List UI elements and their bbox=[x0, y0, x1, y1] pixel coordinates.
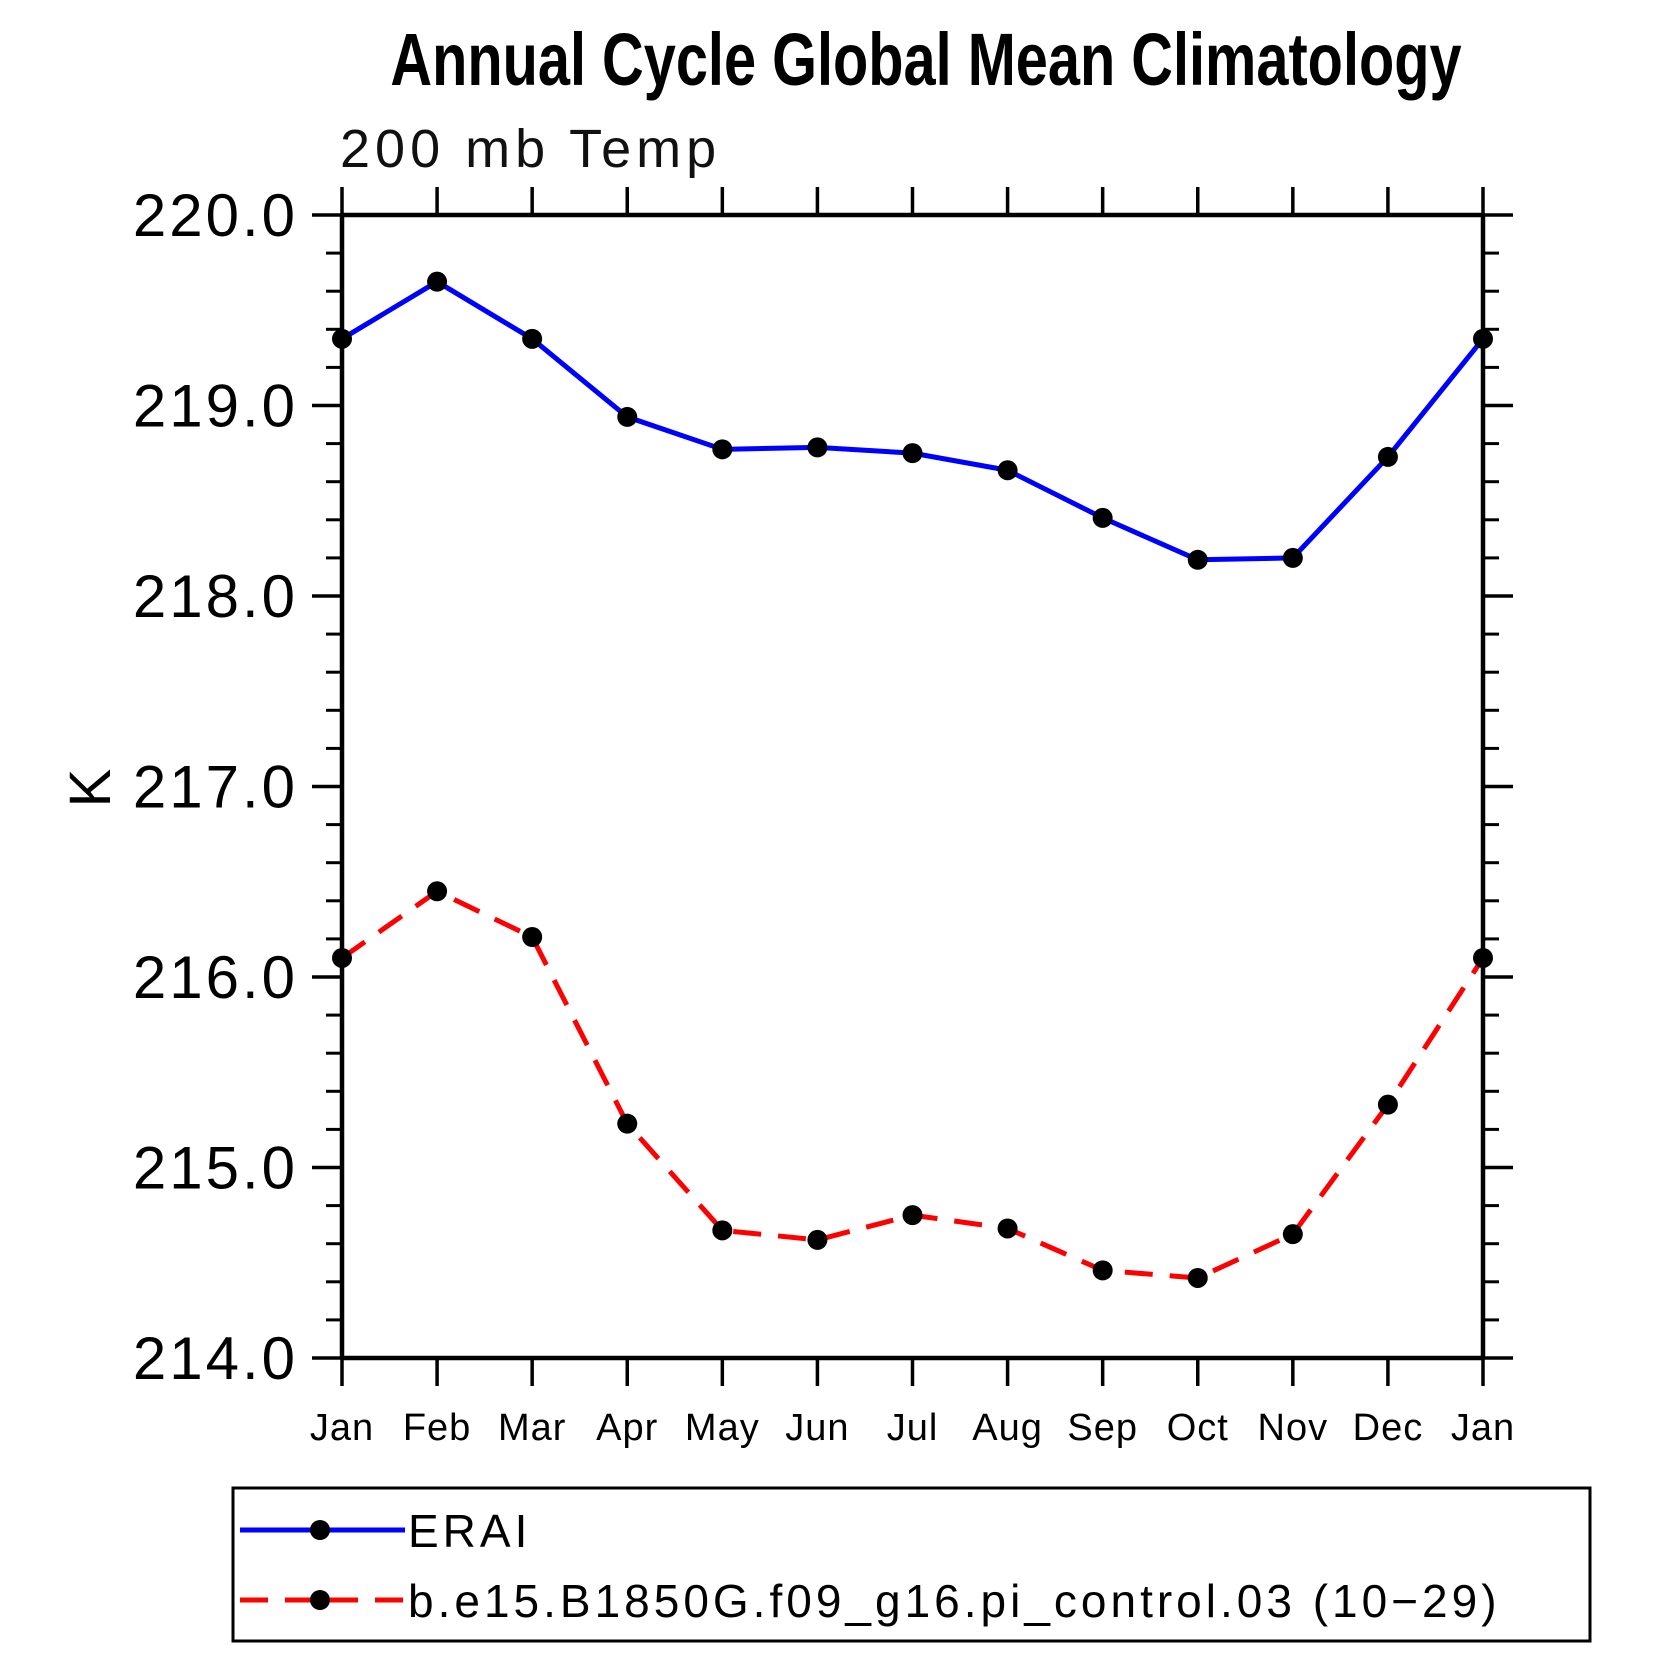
chart-title: Annual Cycle Global Mean Climatology bbox=[390, 19, 1461, 102]
series-erai-marker-jul-6 bbox=[902, 443, 923, 464]
y-tick-label: 217.0 bbox=[133, 754, 298, 821]
series-erai-marker-jun-5 bbox=[807, 437, 828, 458]
y-tick-label: 219.0 bbox=[133, 373, 298, 440]
x-tick-label: Mar bbox=[498, 1407, 566, 1449]
x-tick-label: Oct bbox=[1167, 1407, 1229, 1449]
series-model-marker-mar-2 bbox=[522, 926, 543, 947]
x-tick-label: Aug bbox=[972, 1407, 1043, 1449]
series-erai-marker-jan-12 bbox=[1473, 328, 1493, 349]
y-tick-label: 216.0 bbox=[133, 944, 298, 1011]
series-model-marker-jul-6 bbox=[902, 1205, 923, 1226]
legend-box bbox=[231, 1486, 1592, 1643]
legend-item-erai: ERAI bbox=[240, 1505, 531, 1557]
series-model-marker-nov-10 bbox=[1282, 1224, 1303, 1245]
legend-marker-model bbox=[310, 1590, 330, 1610]
y-tick-label: 220.0 bbox=[133, 182, 298, 249]
y-tick-label: 218.0 bbox=[133, 563, 298, 630]
series-model-marker-feb-1 bbox=[427, 881, 448, 902]
x-tick-label: Jul bbox=[887, 1407, 939, 1449]
x-tick-label: Dec bbox=[1353, 1407, 1424, 1449]
series-erai-marker-apr-3 bbox=[617, 406, 638, 427]
y-tick-label: 214.0 bbox=[133, 1325, 298, 1392]
series-line-erai bbox=[340, 279, 1485, 563]
series-model-marker-may-4 bbox=[712, 1220, 733, 1241]
series-model-marker-jan-0 bbox=[332, 947, 352, 968]
chart-subtitle: 200 mb Temp bbox=[340, 119, 721, 179]
x-tick-label: Sep bbox=[1067, 1407, 1138, 1449]
x-tick-label: Jan bbox=[1451, 1407, 1515, 1449]
series-model-marker-aug-7 bbox=[997, 1218, 1018, 1239]
series-erai-marker-nov-10 bbox=[1282, 547, 1303, 568]
series-erai-marker-dec-11 bbox=[1377, 446, 1398, 467]
series-model-marker-jan-12 bbox=[1473, 947, 1493, 968]
series-model-marker-sep-8 bbox=[1092, 1260, 1113, 1281]
x-tick-label: Feb bbox=[403, 1407, 471, 1449]
series-erai-marker-sep-8 bbox=[1092, 507, 1113, 528]
legend-label-erai: ERAI bbox=[408, 1505, 531, 1557]
data-series bbox=[332, 271, 1493, 1288]
series-model-marker-jun-5 bbox=[807, 1229, 828, 1250]
series-erai-marker-aug-7 bbox=[997, 460, 1018, 481]
legend: ERAI b.e15.B1850G.f09_g16.pi_control.03 … bbox=[231, 1486, 1592, 1643]
axes: Jan Feb Mar Apr May Jun Jul Aug Sep Oct Nov Dec Jan 2… bbox=[133, 182, 1515, 1449]
series-erai-marker-mar-2 bbox=[522, 328, 543, 349]
series-erai-marker-may-4 bbox=[712, 439, 733, 460]
y-axis-label: K bbox=[58, 768, 123, 807]
series-erai-marker-feb-1 bbox=[427, 271, 448, 292]
x-tick-label: Jun bbox=[785, 1407, 849, 1449]
y-tick-label: 215.0 bbox=[133, 1135, 298, 1202]
series-erai-marker-oct-9 bbox=[1187, 549, 1208, 570]
x-tick-label: Jan bbox=[310, 1407, 374, 1449]
legend-item-model: b.e15.B1850G.f09_g16.pi_control.03 (10−2… bbox=[240, 1575, 1501, 1627]
x-tick-label: May bbox=[685, 1407, 760, 1449]
series-model-marker-oct-9 bbox=[1187, 1267, 1208, 1288]
legend-label-model: b.e15.B1850G.f09_g16.pi_control.03 (10−2… bbox=[408, 1575, 1501, 1627]
series-model-marker-dec-11 bbox=[1377, 1094, 1398, 1115]
x-tick-label: Apr bbox=[596, 1407, 658, 1449]
series-model-marker-apr-3 bbox=[617, 1113, 638, 1134]
legend-marker-erai bbox=[310, 1520, 330, 1540]
x-tick-label: Nov bbox=[1258, 1407, 1329, 1449]
series-erai-marker-jan-0 bbox=[332, 328, 352, 349]
